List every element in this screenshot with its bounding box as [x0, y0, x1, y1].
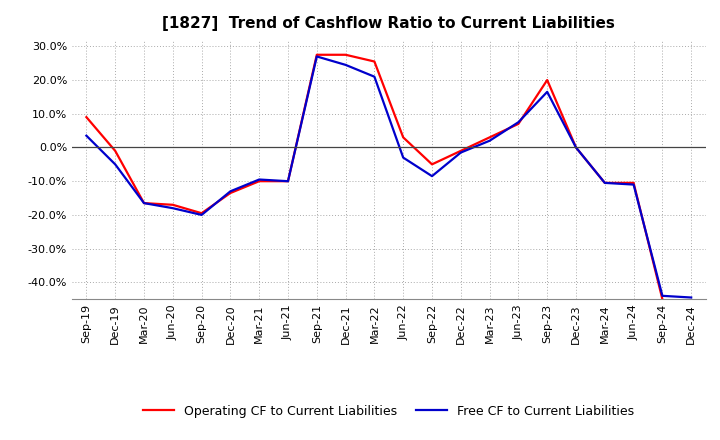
Operating CF to Current Liabilities: [543, 77, 552, 83]
Free CF to Current Liabilities: [197, 212, 206, 217]
Free CF to Current Liabilities: [428, 173, 436, 179]
Free CF to Current Liabilities: [658, 293, 667, 298]
Free CF to Current Liabilities: [399, 155, 408, 160]
Free CF to Current Liabilities: [456, 150, 465, 155]
Operating CF to Current Liabilities: [572, 145, 580, 150]
Free CF to Current Liabilities: [255, 177, 264, 182]
Operating CF to Current Liabilities: [456, 148, 465, 154]
Free CF to Current Liabilities: [168, 205, 177, 211]
Operating CF to Current Liabilities: [514, 121, 523, 127]
Free CF to Current Liabilities: [284, 179, 292, 184]
Operating CF to Current Liabilities: [658, 297, 667, 302]
Operating CF to Current Liabilities: [284, 179, 292, 184]
Free CF to Current Liabilities: [629, 182, 638, 187]
Free CF to Current Liabilities: [226, 189, 235, 194]
Operating CF to Current Liabilities: [341, 52, 350, 57]
Operating CF to Current Liabilities: [370, 59, 379, 64]
Operating CF to Current Liabilities: [111, 148, 120, 154]
Free CF to Current Liabilities: [312, 54, 321, 59]
Free CF to Current Liabilities: [600, 180, 609, 186]
Operating CF to Current Liabilities: [168, 202, 177, 207]
Operating CF to Current Liabilities: [629, 180, 638, 186]
Operating CF to Current Liabilities: [82, 114, 91, 120]
Free CF to Current Liabilities: [514, 120, 523, 125]
Operating CF to Current Liabilities: [600, 180, 609, 186]
Free CF to Current Liabilities: [341, 62, 350, 67]
Free CF to Current Liabilities: [572, 145, 580, 150]
Free CF to Current Liabilities: [485, 138, 494, 143]
Free CF to Current Liabilities: [140, 201, 148, 206]
Operating CF to Current Liabilities: [399, 135, 408, 140]
Operating CF to Current Liabilities: [226, 191, 235, 196]
Operating CF to Current Liabilities: [485, 135, 494, 140]
Operating CF to Current Liabilities: [140, 201, 148, 206]
Title: [1827]  Trend of Cashflow Ratio to Current Liabilities: [1827] Trend of Cashflow Ratio to Curren…: [163, 16, 615, 32]
Free CF to Current Liabilities: [370, 74, 379, 79]
Operating CF to Current Liabilities: [255, 179, 264, 184]
Operating CF to Current Liabilities: [312, 52, 321, 57]
Line: Free CF to Current Liabilities: Free CF to Current Liabilities: [86, 56, 691, 297]
Legend: Operating CF to Current Liabilities, Free CF to Current Liabilities: Operating CF to Current Liabilities, Fre…: [138, 400, 639, 423]
Free CF to Current Liabilities: [111, 162, 120, 167]
Free CF to Current Liabilities: [687, 295, 696, 300]
Free CF to Current Liabilities: [82, 133, 91, 138]
Operating CF to Current Liabilities: [428, 162, 436, 167]
Operating CF to Current Liabilities: [197, 211, 206, 216]
Line: Operating CF to Current Liabilities: Operating CF to Current Liabilities: [86, 55, 662, 299]
Free CF to Current Liabilities: [543, 89, 552, 95]
